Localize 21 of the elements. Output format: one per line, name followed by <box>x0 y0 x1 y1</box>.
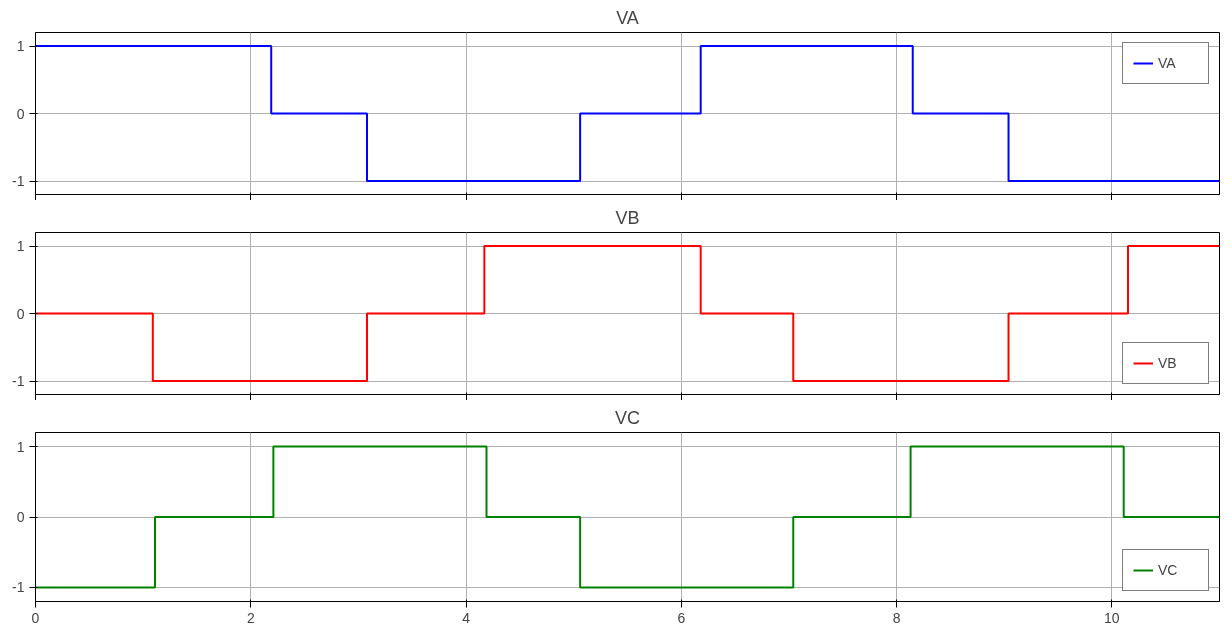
y-tick-label: 0 <box>16 105 25 122</box>
legend-label: VA <box>1158 55 1177 71</box>
y-tick-label: -1 <box>12 373 25 389</box>
y-tick-label: -1 <box>12 579 25 596</box>
x-tick-label: 2 <box>246 609 255 626</box>
x-tick-label: 0 <box>31 609 40 626</box>
chart-title: VA <box>616 7 639 28</box>
x-tick-label: 4 <box>462 609 471 626</box>
y-tick-label: 1 <box>16 238 25 254</box>
legend-label: VB <box>1158 355 1178 371</box>
y-tick-label: 1 <box>16 438 25 455</box>
y-tick-label: 0 <box>16 509 25 525</box>
x-tick-label: 10 <box>1104 609 1120 626</box>
y-tick-label: -1 <box>12 173 25 189</box>
legend-label: VC <box>1158 562 1179 578</box>
x-tick-label: 6 <box>677 609 686 626</box>
chart-title: VC <box>615 407 641 428</box>
chart-title: VB <box>615 207 640 228</box>
x-tick-label: 8 <box>892 609 901 626</box>
y-tick-label: 0 <box>16 305 25 322</box>
y-tick-label: 1 <box>16 38 25 54</box>
